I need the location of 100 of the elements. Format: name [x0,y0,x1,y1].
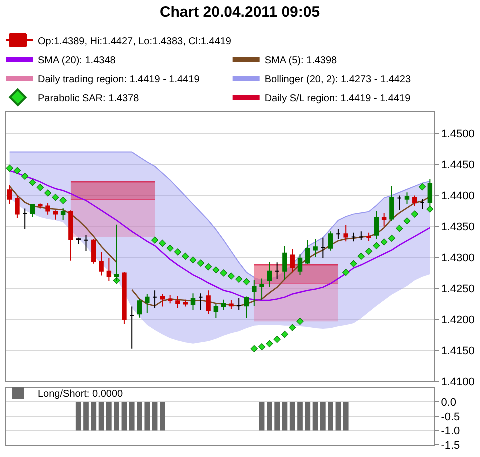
candlestick [336,228,341,240]
y-tick-label: -1.0 [441,426,460,438]
candlestick [306,240,310,266]
point [274,336,281,344]
y-tick-label: 1.4100 [441,376,475,389]
candlestick [160,294,166,308]
point [52,194,60,202]
candlestick [183,299,188,308]
candlestick [84,234,89,252]
candlestick [252,280,257,307]
point [388,234,396,242]
candlestick [137,298,142,318]
candlestick [53,210,58,220]
y-tick-label: 1.4350 [441,222,475,234]
candlestick [68,210,74,262]
candlestick [99,252,104,276]
point [418,183,426,191]
point [212,266,220,274]
point [29,179,36,186]
point [60,197,67,204]
point [14,167,22,174]
point [182,252,190,260]
candlestick [38,203,43,210]
point [266,340,274,348]
candlestick [152,290,158,308]
y-tick-label: 1.4150 [441,346,475,358]
point [228,272,236,280]
candlestick [106,258,112,282]
point [197,260,204,267]
point [296,318,304,326]
candlestick [22,208,28,230]
legend-label: Op:1.4389, Hi:1.4427, Lo:1.4383, Cl:1.4419 [38,36,232,48]
candlestick [390,186,394,222]
candlestick [122,271,127,325]
legend-label: Daily S/L region: 1.4419 - 1.4419 [264,93,412,104]
candlestick [15,195,20,219]
candlestick [274,262,280,280]
point [204,263,212,271]
point [373,242,380,250]
candlestick [298,254,303,276]
candlestick [92,238,96,264]
point [365,248,373,256]
candlestick [214,304,219,319]
candlestick [397,195,402,210]
point [250,345,258,352]
point [44,190,52,197]
y-tick-label: 1.4500 [441,128,475,141]
y-tick-label: 1.4200 [441,314,475,327]
y-tick-label: 1.4450 [441,160,475,172]
point [396,225,404,232]
y-tick-label: 1.4400 [441,190,475,203]
candlestick [244,296,250,319]
candlestick [366,232,372,242]
legend-label: Daily trading region: 1.4419 - 1.4419 [38,74,200,86]
candlestick [46,202,50,216]
point [220,270,228,277]
candlestick [328,231,334,252]
point [358,252,365,260]
candlestick [221,299,226,311]
candlestick [236,298,242,311]
point [258,343,266,351]
candlestick [267,262,272,288]
y-tick-label: -0.5 [441,411,460,424]
candlestick [260,278,264,300]
candlestick [404,192,410,205]
point [151,236,159,244]
candlestick [420,198,425,210]
candlestick [313,238,318,258]
point [166,244,174,252]
point [426,206,434,213]
point [342,269,350,276]
chart-title: Chart 20.04.2011 09:05 [160,4,320,22]
candlestick [282,246,288,281]
point [190,256,197,264]
point [236,276,243,283]
candlestick [130,306,134,350]
candlestick [412,195,418,207]
candlestick [290,248,295,274]
legend-label: Long/Short: 0.0000 [38,389,124,400]
candlestick [206,290,211,315]
legend-label: SMA (5): 1.4398 [264,55,338,66]
point [350,260,358,268]
point [289,324,296,332]
point [404,218,411,225]
candlestick [374,210,380,240]
candlestick [229,300,234,310]
point [411,210,418,218]
y-tick-label: 0.0 [441,397,456,410]
candlestick [60,208,66,222]
candlestick [198,293,204,311]
point [281,331,289,338]
point [243,278,250,286]
candlestick [7,184,12,205]
candlestick [30,204,36,218]
point [174,248,182,256]
candlestick [351,232,356,242]
point [380,238,388,246]
candlestick [320,237,326,259]
candlestick [76,237,81,245]
legend-label: Parabolic SAR: 1.4378 [38,93,140,104]
